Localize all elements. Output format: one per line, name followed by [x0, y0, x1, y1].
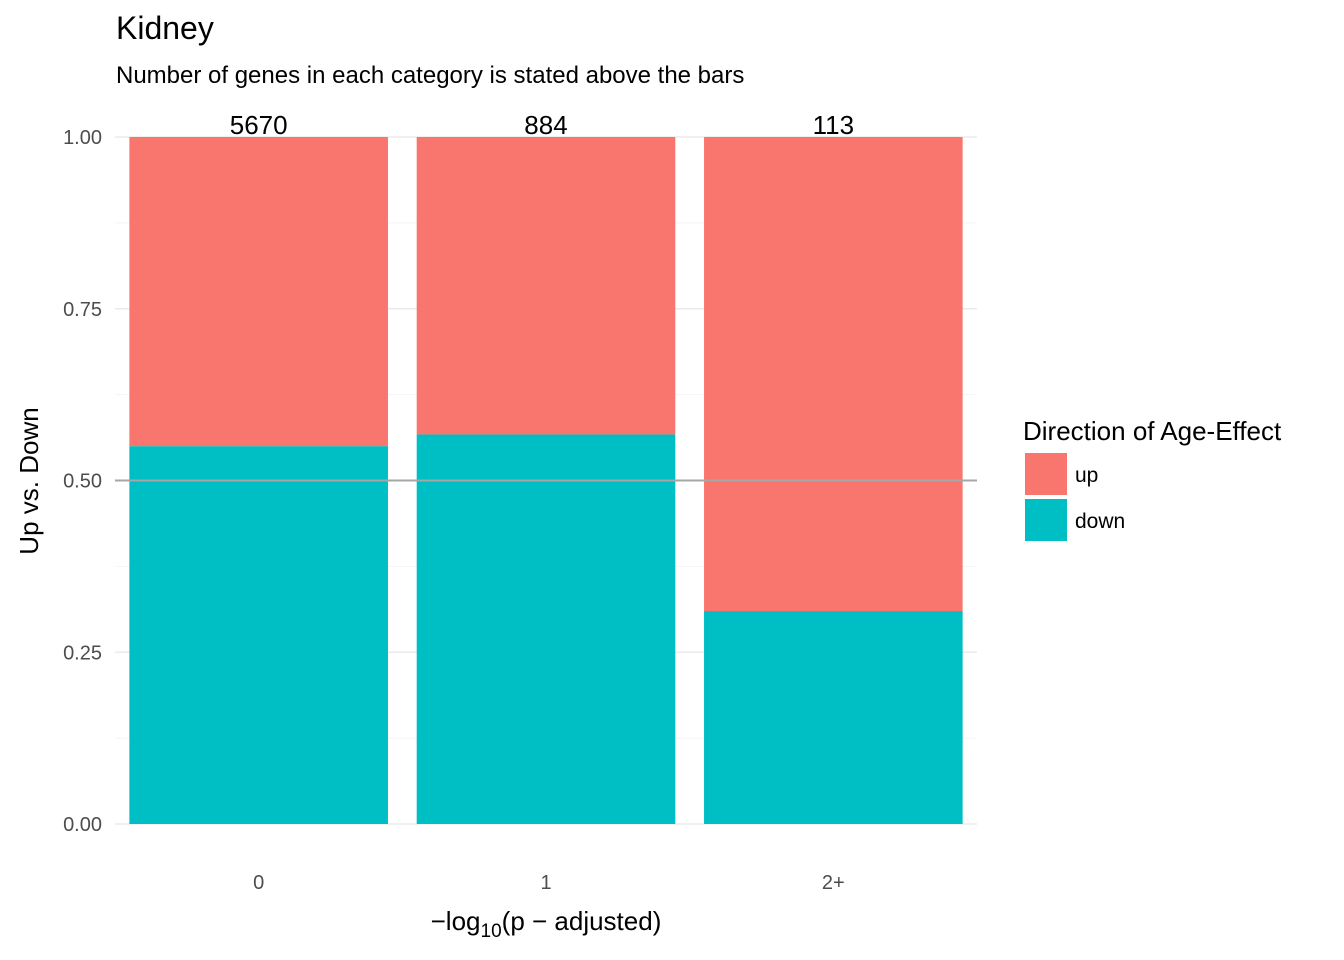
legend: Direction of Age-Effect up down [1023, 416, 1282, 541]
legend-key-down [1025, 499, 1067, 541]
x-tick-label: 2+ [822, 872, 845, 894]
bars [129, 137, 963, 824]
legend-label-up: up [1075, 464, 1098, 487]
x-tick-label: 1 [540, 872, 551, 894]
y-tick-label: 0.25 [63, 642, 102, 664]
legend-key-up [1025, 453, 1067, 495]
bar-up-0 [129, 137, 388, 447]
count-labels: 5670 884 113 [230, 110, 854, 140]
y-tick-label: 0.75 [63, 299, 102, 321]
y-tick-label: 0.50 [63, 471, 102, 493]
bar-up-2+ [704, 137, 963, 612]
x-tick-labels: 0 1 2+ [253, 872, 845, 894]
bar-down-0 [129, 446, 388, 824]
y-tick-labels: 0.00 0.25 0.50 0.75 1.00 [63, 127, 102, 836]
count-label: 113 [813, 110, 854, 140]
chart-subtitle: Number of genes in each category is stat… [116, 62, 745, 89]
legend-label-down: down [1075, 510, 1125, 533]
x-tick-label: 0 [253, 872, 264, 894]
count-label: 884 [524, 110, 567, 140]
y-tick-label: 0.00 [63, 814, 102, 836]
y-tick-label: 1.00 [63, 127, 102, 149]
legend-title: Direction of Age-Effect [1023, 416, 1282, 446]
count-label: 5670 [230, 110, 288, 140]
bar-up-1 [416, 137, 676, 435]
x-axis-title: −log10(p − adjusted) [431, 906, 662, 942]
y-axis-title: Up vs. Down [14, 407, 44, 554]
bar-down-2+ [704, 611, 963, 824]
chart-title: Kidney [116, 10, 214, 46]
bar-down-1 [416, 434, 676, 824]
